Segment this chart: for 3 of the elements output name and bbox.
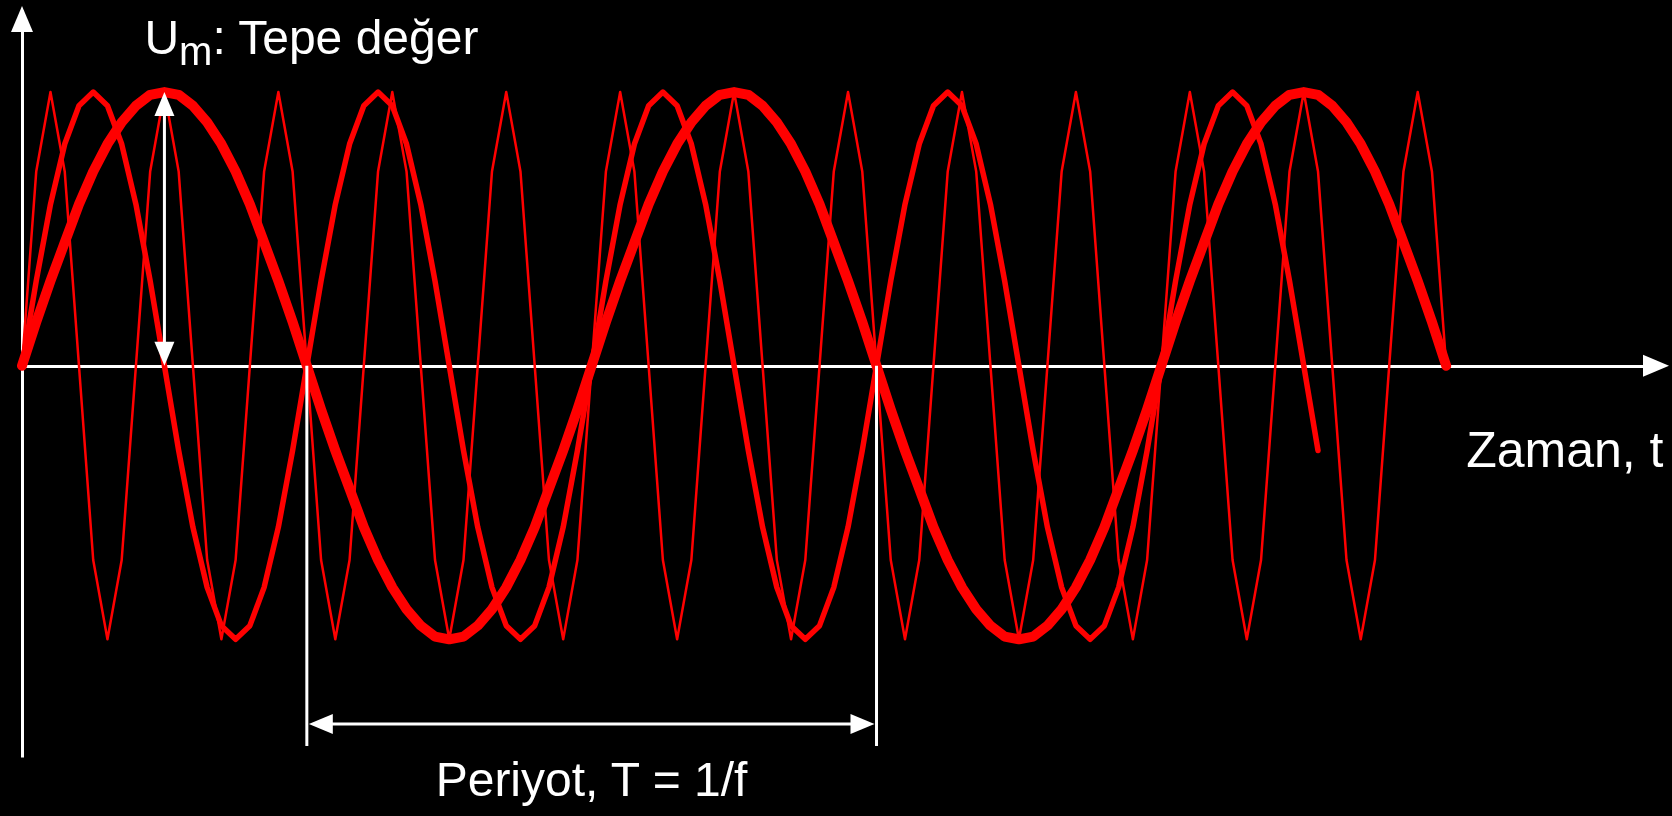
text: U$_{m}$: Tepe değer: [144, 11, 479, 73]
x-axis-title: Zaman, t: [1466, 421, 1664, 478]
text: Periyot, T = 1/f: [435, 753, 748, 806]
